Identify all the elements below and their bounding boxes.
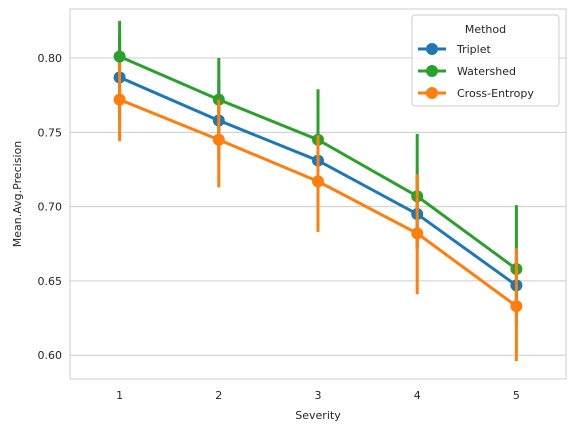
data-point <box>113 50 126 63</box>
legend-box <box>411 14 560 107</box>
series-layer <box>113 20 523 362</box>
y-tick-label: 0.75 <box>38 126 63 139</box>
y-tick-label: 0.80 <box>38 52 63 65</box>
y-tick-label: 0.65 <box>38 275 63 288</box>
legend-items: Triplet Watershed Cross-Entropy <box>418 43 534 100</box>
y-tick-labels: 0.60 0.65 0.70 0.75 0.80 <box>38 52 63 362</box>
legend-item: Cross-Entropy <box>418 87 534 100</box>
data-point <box>411 227 424 240</box>
legend-marker <box>426 43 438 55</box>
y-tick-label: 0.60 <box>38 349 63 362</box>
legend-label: Watershed <box>457 65 516 78</box>
x-axis-label: Severity <box>295 409 341 422</box>
x-tick-label: 4 <box>414 389 421 402</box>
x-tick-label: 3 <box>315 389 322 402</box>
legend-marker <box>426 65 438 77</box>
y-tick-label: 0.70 <box>38 201 63 214</box>
plot-frame <box>69 8 567 380</box>
legend-item: Watershed <box>418 65 516 78</box>
legend: Method Triplet Watershed Cross-Entropy <box>411 14 560 107</box>
series-cross-entropy <box>113 62 523 362</box>
x-tick-label: 5 <box>513 389 520 402</box>
data-point <box>113 93 126 106</box>
data-point <box>510 300 523 313</box>
x-tick-labels: 1 2 3 4 5 <box>116 389 520 402</box>
x-tick-label: 2 <box>215 389 222 402</box>
legend-label: Cross-Entropy <box>457 87 534 100</box>
legend-label: Triplet <box>456 43 491 56</box>
x-tick-label: 1 <box>116 389 123 402</box>
legend-title: Method <box>465 23 506 36</box>
legend-item: Triplet <box>418 43 491 56</box>
y-axis-label: Mean.Avg.Precision <box>11 141 24 247</box>
legend-marker <box>426 87 438 99</box>
data-point <box>312 175 324 188</box>
data-point <box>212 133 225 146</box>
